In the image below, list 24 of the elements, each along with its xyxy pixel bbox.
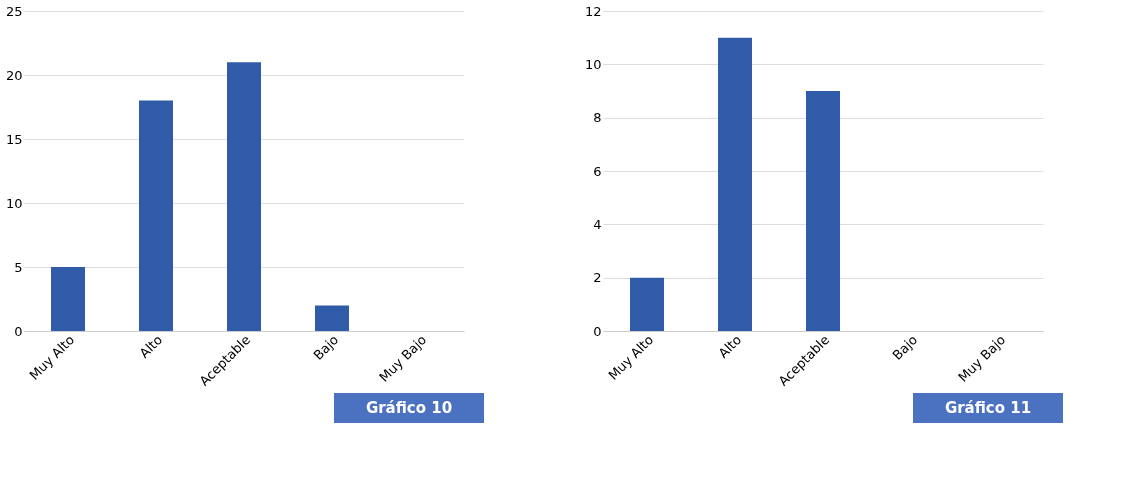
y-tick-label: 25 <box>5 3 23 19</box>
y-tick-label: 12 <box>584 3 602 19</box>
y-tick-label: 2 <box>593 270 602 286</box>
bar <box>806 91 840 331</box>
y-tick-label: 8 <box>593 110 602 126</box>
text: Gráfico 10 <box>365 399 453 417</box>
y-tick-label: 0 <box>593 323 602 339</box>
bar <box>630 277 664 331</box>
bar <box>227 62 261 331</box>
y-tick-label: 10 <box>584 56 602 72</box>
bar <box>51 267 85 331</box>
x-tick-label: Alto <box>136 332 166 361</box>
y-tick-label: 15 <box>5 131 23 147</box>
text: Gráfico 11 <box>944 399 1032 417</box>
x-tick-label: Alto <box>715 332 745 361</box>
y-tick-label: 20 <box>5 67 23 83</box>
y-tick-label: 5 <box>14 259 23 275</box>
bar <box>718 37 752 331</box>
y-tick-label: 6 <box>593 163 602 179</box>
y-tick-label: 0 <box>14 323 23 339</box>
y-tick-label: 4 <box>593 216 602 232</box>
y-tick-label: 10 <box>5 195 23 211</box>
bar <box>139 100 173 331</box>
bar <box>315 305 349 331</box>
